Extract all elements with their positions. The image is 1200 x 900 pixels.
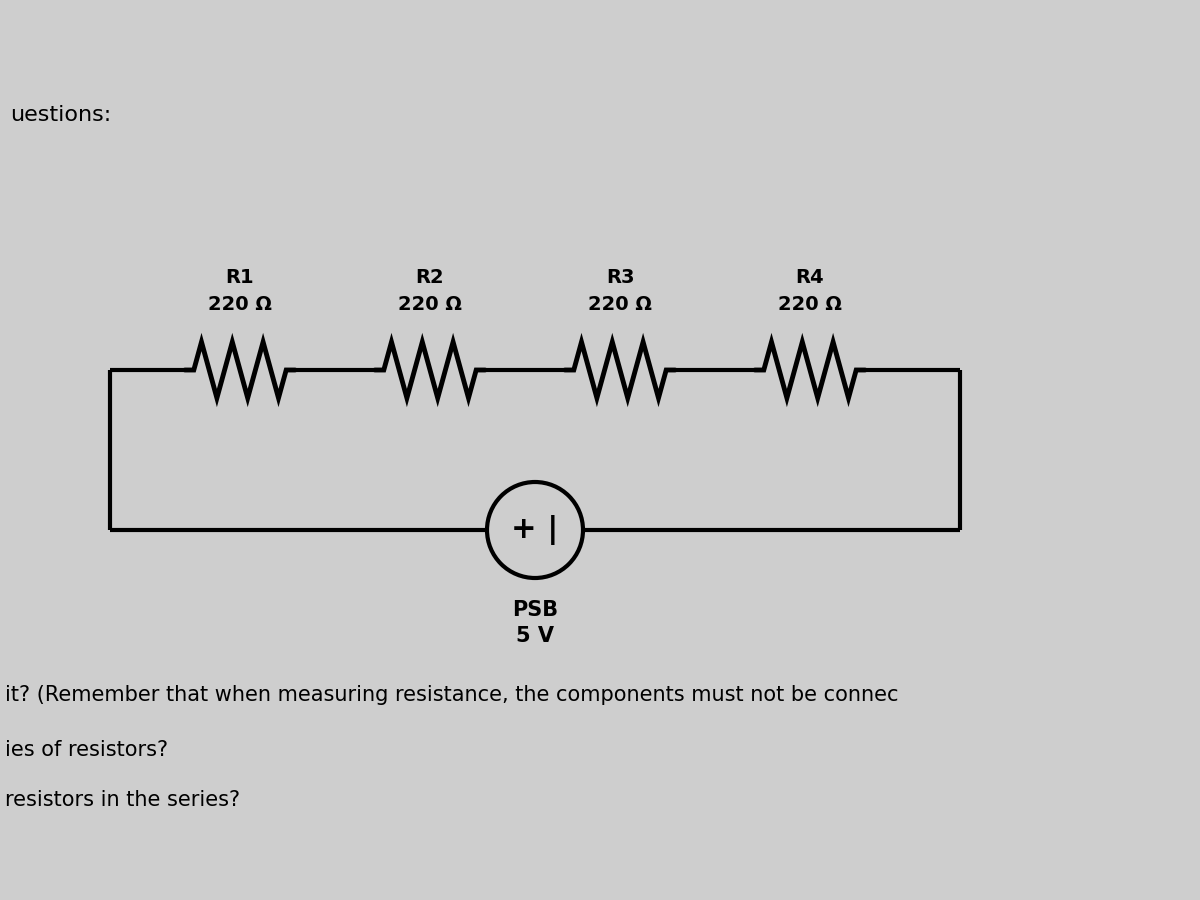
Text: ies of resistors?: ies of resistors? (5, 740, 168, 760)
Text: 220 Ω: 220 Ω (208, 295, 272, 314)
Text: R3: R3 (606, 268, 635, 287)
Text: resistors in the series?: resistors in the series? (5, 790, 240, 810)
Text: uestions:: uestions: (10, 105, 112, 125)
Text: 5 V: 5 V (516, 626, 554, 646)
Text: 220 Ω: 220 Ω (398, 295, 462, 314)
Text: PSB: PSB (512, 600, 558, 620)
Text: R1: R1 (226, 268, 254, 287)
Text: it? (Remember that when measuring resistance, the components must not be connec: it? (Remember that when measuring resist… (5, 685, 899, 705)
Text: 220 Ω: 220 Ω (778, 295, 842, 314)
Text: R2: R2 (415, 268, 444, 287)
Text: R4: R4 (796, 268, 824, 287)
Text: + |: + | (511, 515, 559, 545)
Text: 220 Ω: 220 Ω (588, 295, 652, 314)
